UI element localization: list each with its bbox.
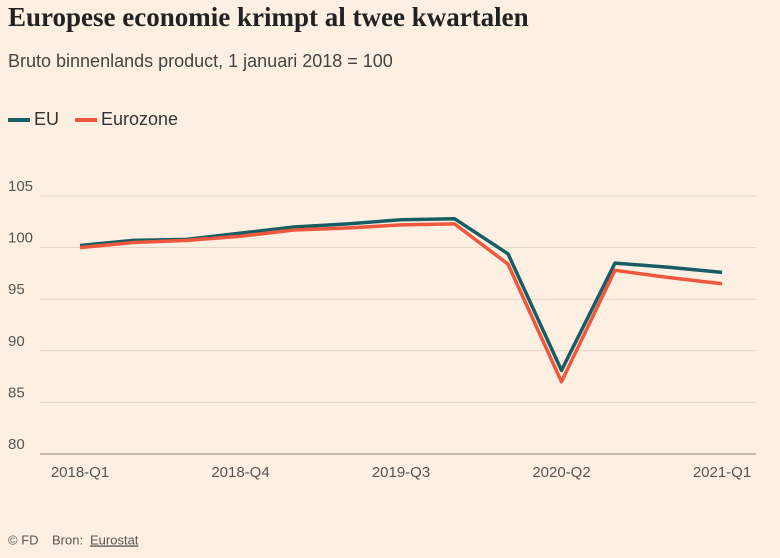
y-tick-label: 100: [8, 230, 33, 247]
chart-subtitle: Bruto binnenlands product, 1 januari 201…: [8, 51, 393, 71]
x-tick-label: 2020-Q2: [532, 464, 590, 481]
y-tick-label: 90: [8, 333, 25, 350]
y-tick-label: 80: [8, 436, 25, 453]
y-tick-label: 105: [8, 178, 33, 195]
x-tick-label: 2018-Q1: [51, 464, 109, 481]
series-line: [79, 222, 723, 384]
source-label: Bron:: [52, 532, 83, 547]
y-tick-label: 95: [8, 281, 25, 298]
legend-label: Eurozone: [101, 109, 178, 129]
legend-label: EU: [34, 109, 59, 129]
x-tick-label: 2021-Q1: [693, 464, 751, 481]
y-tick-label: 85: [8, 384, 25, 401]
chart-title: Europese economie krimpt al twee kwartal…: [8, 2, 529, 32]
credit: © FD: [8, 532, 39, 547]
x-tick-label: 2018-Q4: [211, 464, 269, 481]
source[interactable]: Eurostat: [90, 532, 139, 547]
x-tick-label: 2019-Q3: [372, 464, 430, 481]
